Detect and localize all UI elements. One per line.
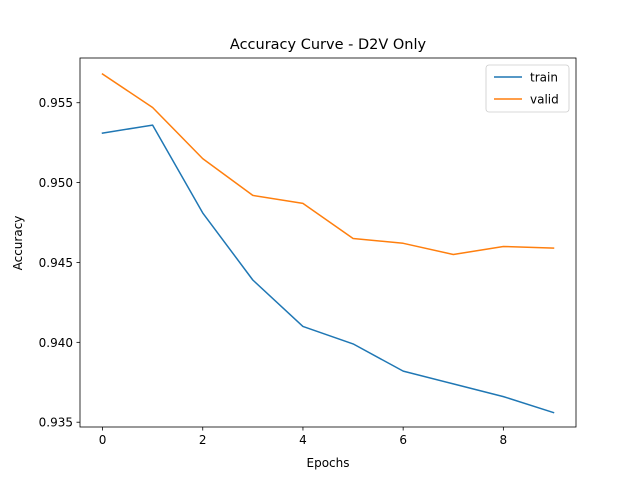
x-tick-label: 8 [500, 433, 508, 447]
y-tick-label: 0.955 [39, 96, 73, 110]
plot-area: 0 2 4 6 8 0.935 0.940 0.945 0.950 0.955 [39, 57, 577, 447]
chart-title: Accuracy Curve - D2V Only [230, 37, 427, 53]
series-line-train [101, 124, 555, 414]
x-tick-label: 2 [199, 433, 207, 447]
y-tick-label: 0.940 [39, 336, 73, 350]
legend-label-valid: valid [530, 93, 559, 107]
y-tick-label: 0.935 [39, 416, 73, 430]
x-tick-label: 0 [99, 433, 107, 447]
legend: train valid [485, 64, 570, 113]
y-tick-label: 0.945 [39, 256, 73, 270]
series-line-valid [101, 72, 555, 256]
axes-frame [79, 57, 577, 428]
x-tick-label: 4 [299, 433, 307, 447]
y-tick-label: 0.950 [39, 176, 73, 190]
y-axis-label: Accuracy [11, 216, 25, 271]
legend-label-train: train [530, 71, 558, 85]
x-tick-label: 6 [399, 433, 407, 447]
x-axis-label: Epochs [307, 456, 350, 470]
